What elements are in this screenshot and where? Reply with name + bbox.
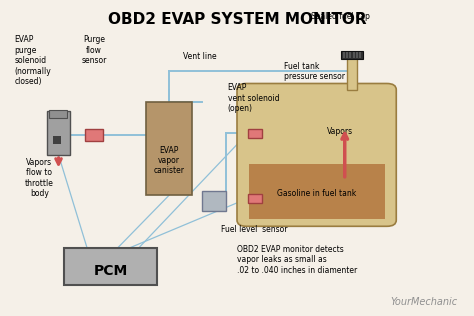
Bar [53,136,61,144]
Text: Vent line: Vent line [183,52,217,61]
Bar [347,52,357,90]
Bar [249,164,384,219]
Text: YourMechanic: YourMechanic [390,297,457,307]
Text: Vapors: Vapors [327,127,353,136]
Text: PCM: PCM [93,264,128,277]
Text: Fuel level  sensor: Fuel level sensor [220,225,287,234]
Text: OBD2 EVAP SYSTEM MONITOR: OBD2 EVAP SYSTEM MONITOR [108,12,366,27]
Bar [248,194,262,203]
Bar [49,110,67,118]
Text: EVAP
vent solenoid
(open): EVAP vent solenoid (open) [228,83,279,113]
Bar [359,52,361,58]
Text: EVAP
purge
solenoid
(normally
closed): EVAP purge solenoid (normally closed) [15,35,51,86]
Bar [248,129,262,138]
Bar [343,52,345,58]
Text: Sealed fuel cap: Sealed fuel cap [310,12,370,21]
Bar [353,52,355,58]
Bar [346,52,348,58]
Text: OBD2 EVAP monitor detects
vapor leaks as small as
.02 to .040 inches in diamente: OBD2 EVAP monitor detects vapor leaks as… [237,245,357,275]
Bar [64,248,157,285]
Bar [341,51,364,59]
Text: Fuel tank
pressure sensor: Fuel tank pressure sensor [284,62,345,81]
Bar [349,52,351,58]
Bar [202,191,226,211]
FancyBboxPatch shape [237,83,396,226]
Bar [356,52,358,58]
Text: Gasoline in fuel tank: Gasoline in fuel tank [277,189,356,198]
Bar [47,112,70,155]
Text: Purge
flow
sensor: Purge flow sensor [82,35,107,65]
Text: EVAP
vapor
canister: EVAP vapor canister [154,146,184,175]
Bar [146,102,192,195]
Text: Vapors
flow to
throttle
body: Vapors flow to throttle body [25,158,54,198]
Bar [85,129,102,141]
